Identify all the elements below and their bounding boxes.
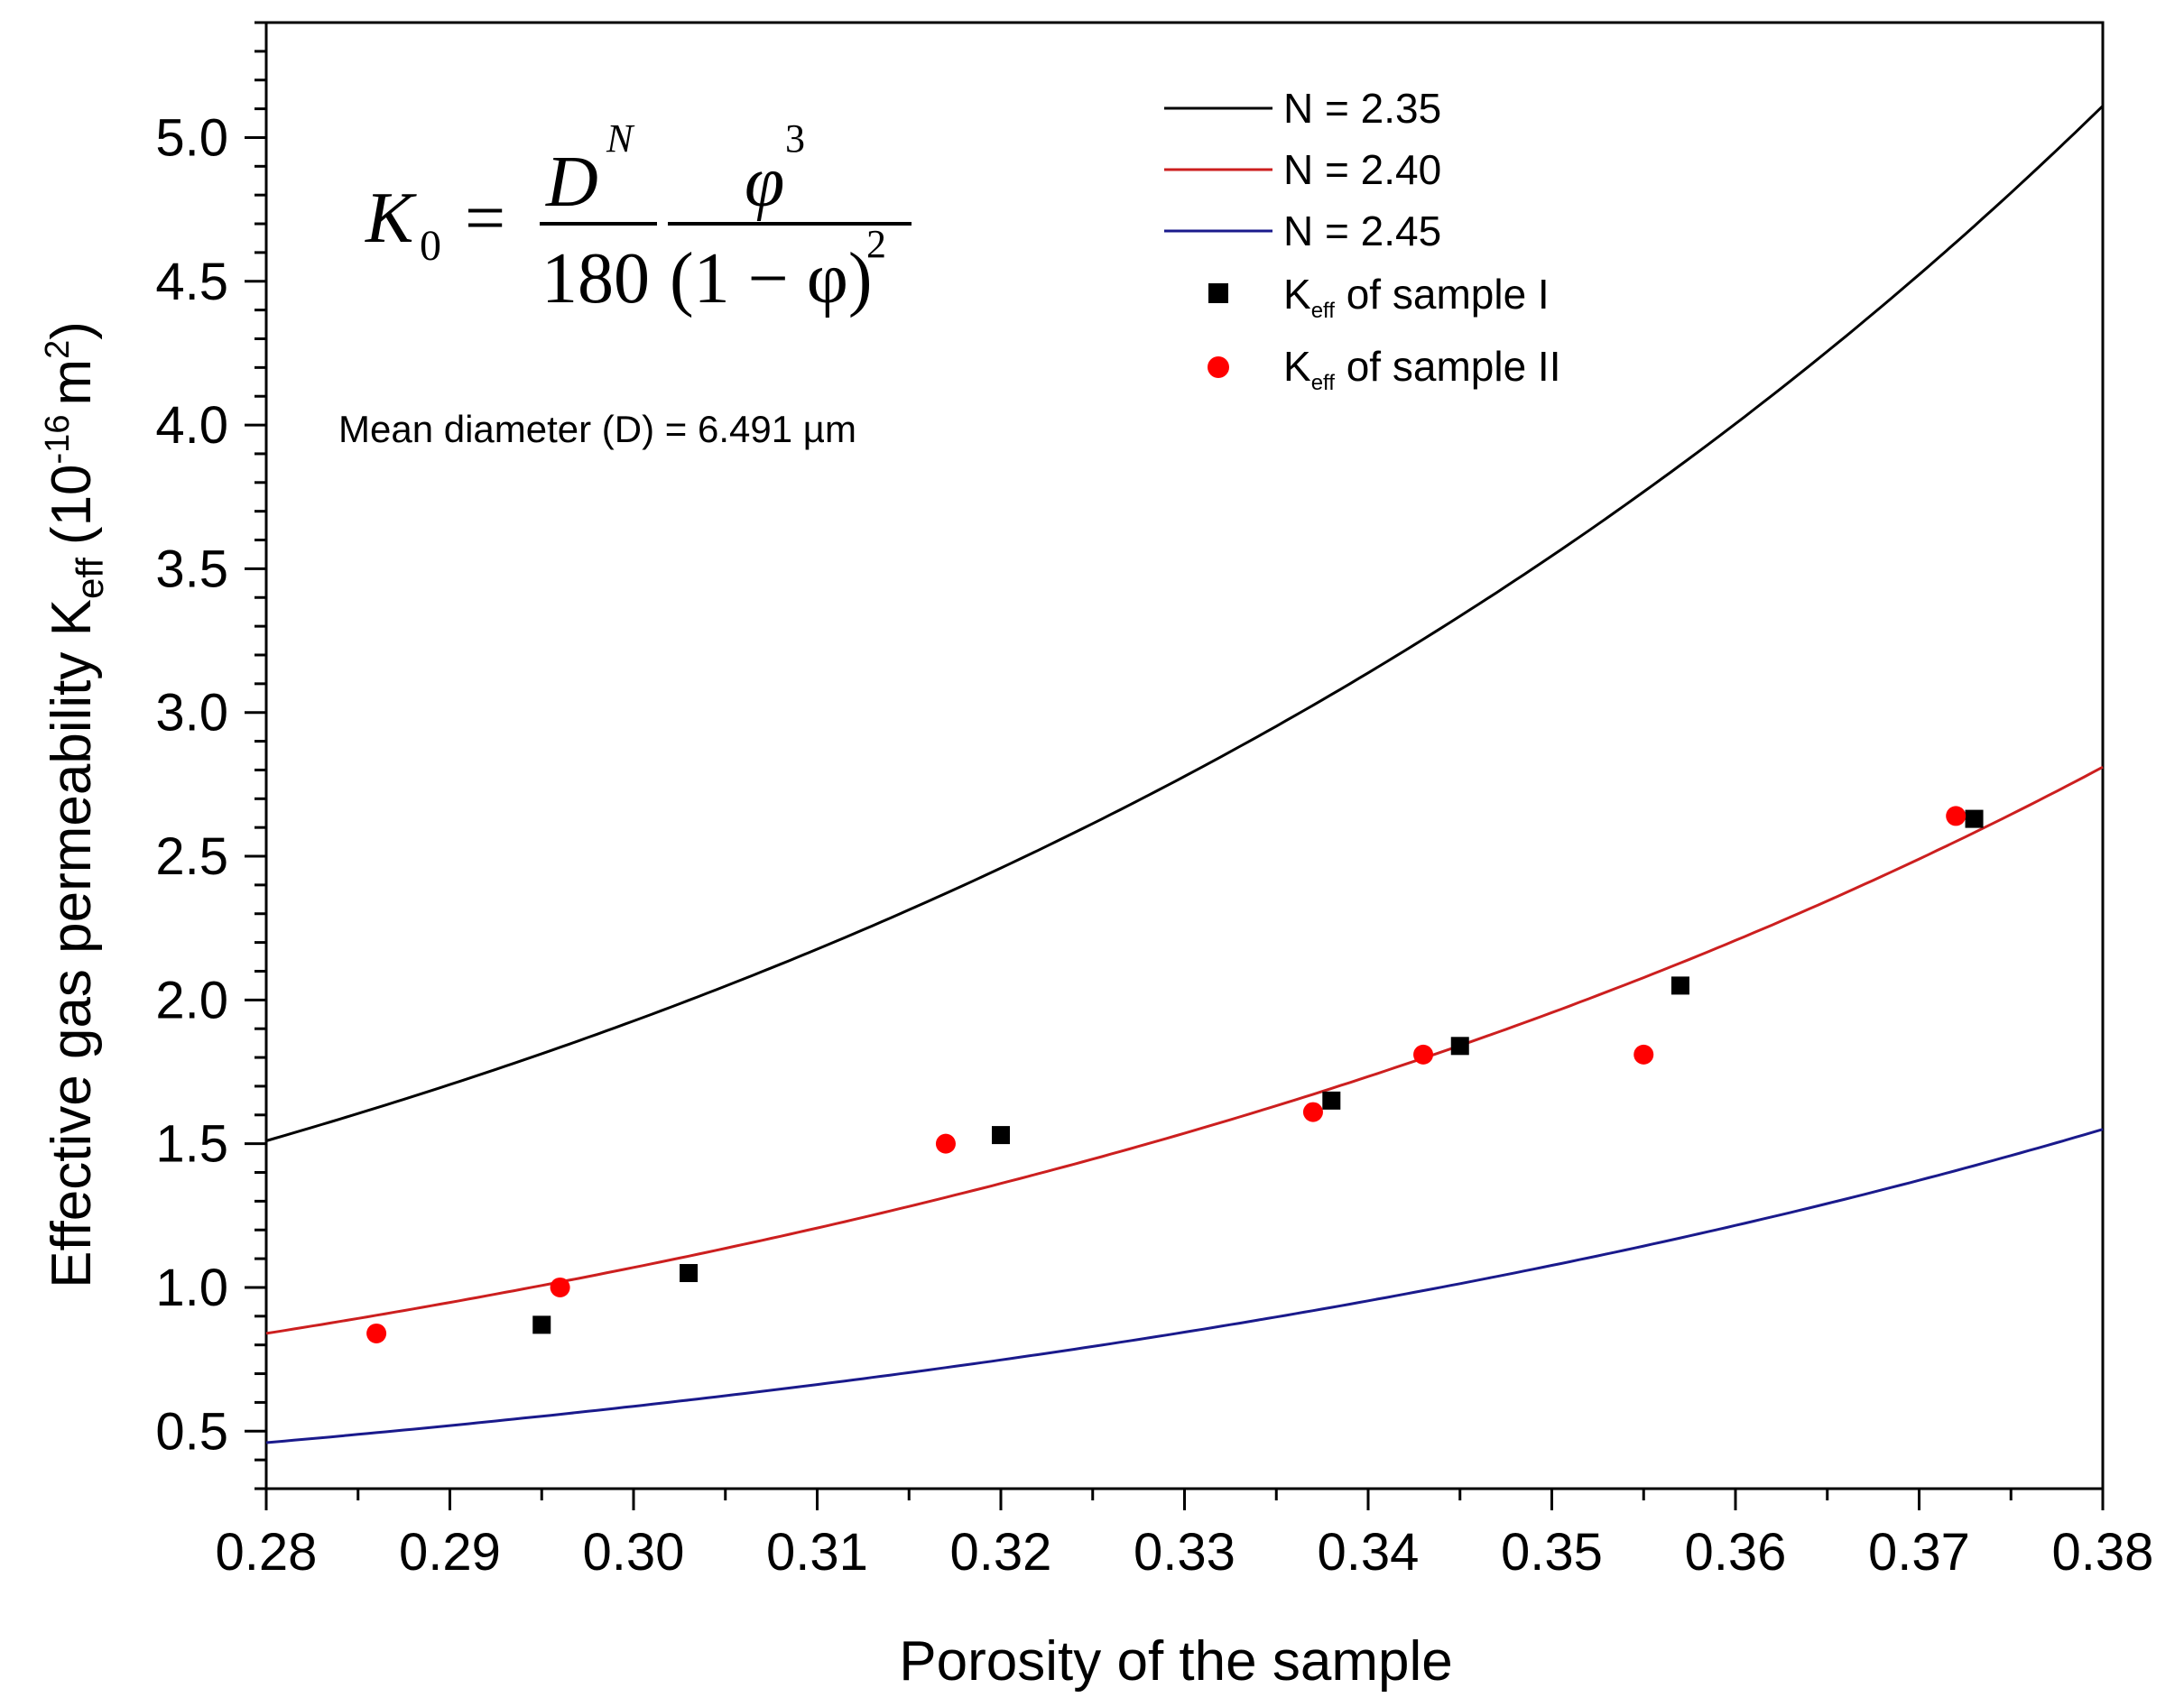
sample-ii-point (935, 1133, 956, 1154)
sample-i-point (1670, 976, 1689, 995)
sample-i-point (1965, 809, 1984, 828)
x-tick-label: 0.37 (1868, 1523, 1970, 1582)
formula-den2-sup: 2 (866, 222, 886, 266)
x-tick-label: 0.36 (1685, 1523, 1787, 1582)
legend-label-n240: N = 2.40 (1283, 146, 1441, 193)
legend-label-n235: N = 2.35 (1283, 85, 1441, 132)
legend-label-n245: N = 2.45 (1283, 208, 1441, 254)
y-axis-title-unit-open: (10 (41, 464, 103, 545)
y-tick-label: 2.5 (155, 827, 228, 886)
formula-num2: φ (745, 143, 784, 222)
legend-swatch-sample-ii (1208, 356, 1229, 378)
formula-annotation: K 0 = D N 180 φ 3 (1 − φ) 2 (365, 116, 912, 318)
legend-label-sample-i: Keff of sample I (1283, 271, 1550, 323)
formula-num1: D (545, 143, 598, 222)
y-axis-ticks (245, 21, 266, 1490)
x-tick-label: 0.34 (1318, 1523, 1420, 1582)
y-axis-title-unit-exp2: 2 (39, 340, 77, 359)
x-axis-ticks (264, 1489, 2105, 1510)
x-tick-label: 0.30 (583, 1523, 685, 1582)
x-tick-label: 0.38 (2052, 1523, 2154, 1582)
y-tick-label: 1.0 (155, 1259, 228, 1317)
formula-lhs-var: K (365, 179, 417, 258)
x-tick-label: 0.35 (1501, 1523, 1603, 1582)
sample-i-point (992, 1126, 1010, 1145)
legend-swatch-sample-i (1208, 283, 1228, 303)
formula-den2: (1 − φ) (670, 239, 873, 318)
sample-i-point (1322, 1091, 1341, 1110)
mean-diameter-annotation: Mean diameter (D) = 6.491 µm (338, 408, 856, 450)
sample-ii-point (550, 1277, 570, 1297)
y-axis-title-main: Effective gas permeability K (41, 599, 103, 1288)
y-tick-label: 2.0 (155, 971, 228, 1029)
legend: N = 2.35 N = 2.40 N = 2.45 Keff of sampl… (1164, 85, 1561, 395)
legend-label-sample-i-sub: eff (1311, 299, 1336, 323)
formula-num1-sup: N (606, 116, 635, 161)
y-axis-title-unit-mid: m (41, 359, 103, 406)
sample-i-point (1450, 1037, 1469, 1056)
x-tick-label: 0.28 (216, 1523, 318, 1582)
data-markers (366, 806, 1984, 1343)
y-tick-label: 1.5 (155, 1115, 228, 1174)
y-tick-label: 3.5 (155, 540, 228, 598)
sample-i-point (532, 1315, 551, 1334)
x-tick-label: 0.32 (950, 1523, 1052, 1582)
series-line-1 (265, 105, 2105, 1142)
y-axis-tick-labels: 0.5 1.0 1.5 2.0 2.5 3.0 3.5 4.0 4.5 5.0 (155, 108, 228, 1461)
x-axis-tick-labels: 0.28 0.29 0.30 0.31 0.32 0.33 0.34 0.35 0.36 0.37… (216, 1523, 2154, 1582)
x-axis-title: Porosity of the sample (899, 1630, 1452, 1693)
formula-num2-sup: 3 (785, 116, 805, 161)
sample-ii-point (1633, 1044, 1654, 1065)
legend-label-sample-ii-rest: of sample II (1335, 343, 1561, 390)
formula-lhs-sub: 0 (420, 222, 441, 270)
y-axis-title-unit-close: ) (41, 321, 103, 340)
series-line-2 (265, 765, 2104, 1335)
legend-label-sample-ii: Keff of sample II (1283, 343, 1561, 395)
sample-ii-point (1413, 1044, 1434, 1065)
series-line-3 (265, 1128, 2104, 1444)
legend-label-sample-ii-sub: eff (1311, 371, 1336, 395)
formula-equals: = (465, 179, 505, 258)
sample-ii-point (1946, 806, 1967, 826)
y-tick-label: 3.0 (155, 684, 228, 743)
y-tick-label: 4.5 (155, 253, 228, 311)
y-axis-title: Effective gas permeability Keff (10-16 m2) (39, 321, 111, 1288)
y-axis-title-sub: eff (69, 558, 111, 599)
sample-i-point (680, 1264, 699, 1283)
formula-den1: 180 (541, 239, 650, 318)
y-tick-label: 0.5 (155, 1402, 228, 1461)
legend-label-sample-ii-k: K (1283, 343, 1311, 390)
y-axis-title-unit-exp: -16 (39, 415, 77, 465)
sample-ii-point (366, 1323, 387, 1343)
model-lines (265, 105, 2105, 1444)
x-tick-label: 0.29 (399, 1523, 501, 1582)
x-tick-label: 0.33 (1134, 1523, 1235, 1582)
legend-label-sample-i-k: K (1283, 271, 1311, 318)
x-tick-label: 0.31 (766, 1523, 868, 1582)
y-tick-label: 5.0 (155, 108, 228, 167)
legend-label-sample-i-rest: of sample I (1335, 271, 1550, 318)
sample-ii-point (1302, 1102, 1323, 1122)
y-tick-label: 4.0 (155, 396, 228, 455)
